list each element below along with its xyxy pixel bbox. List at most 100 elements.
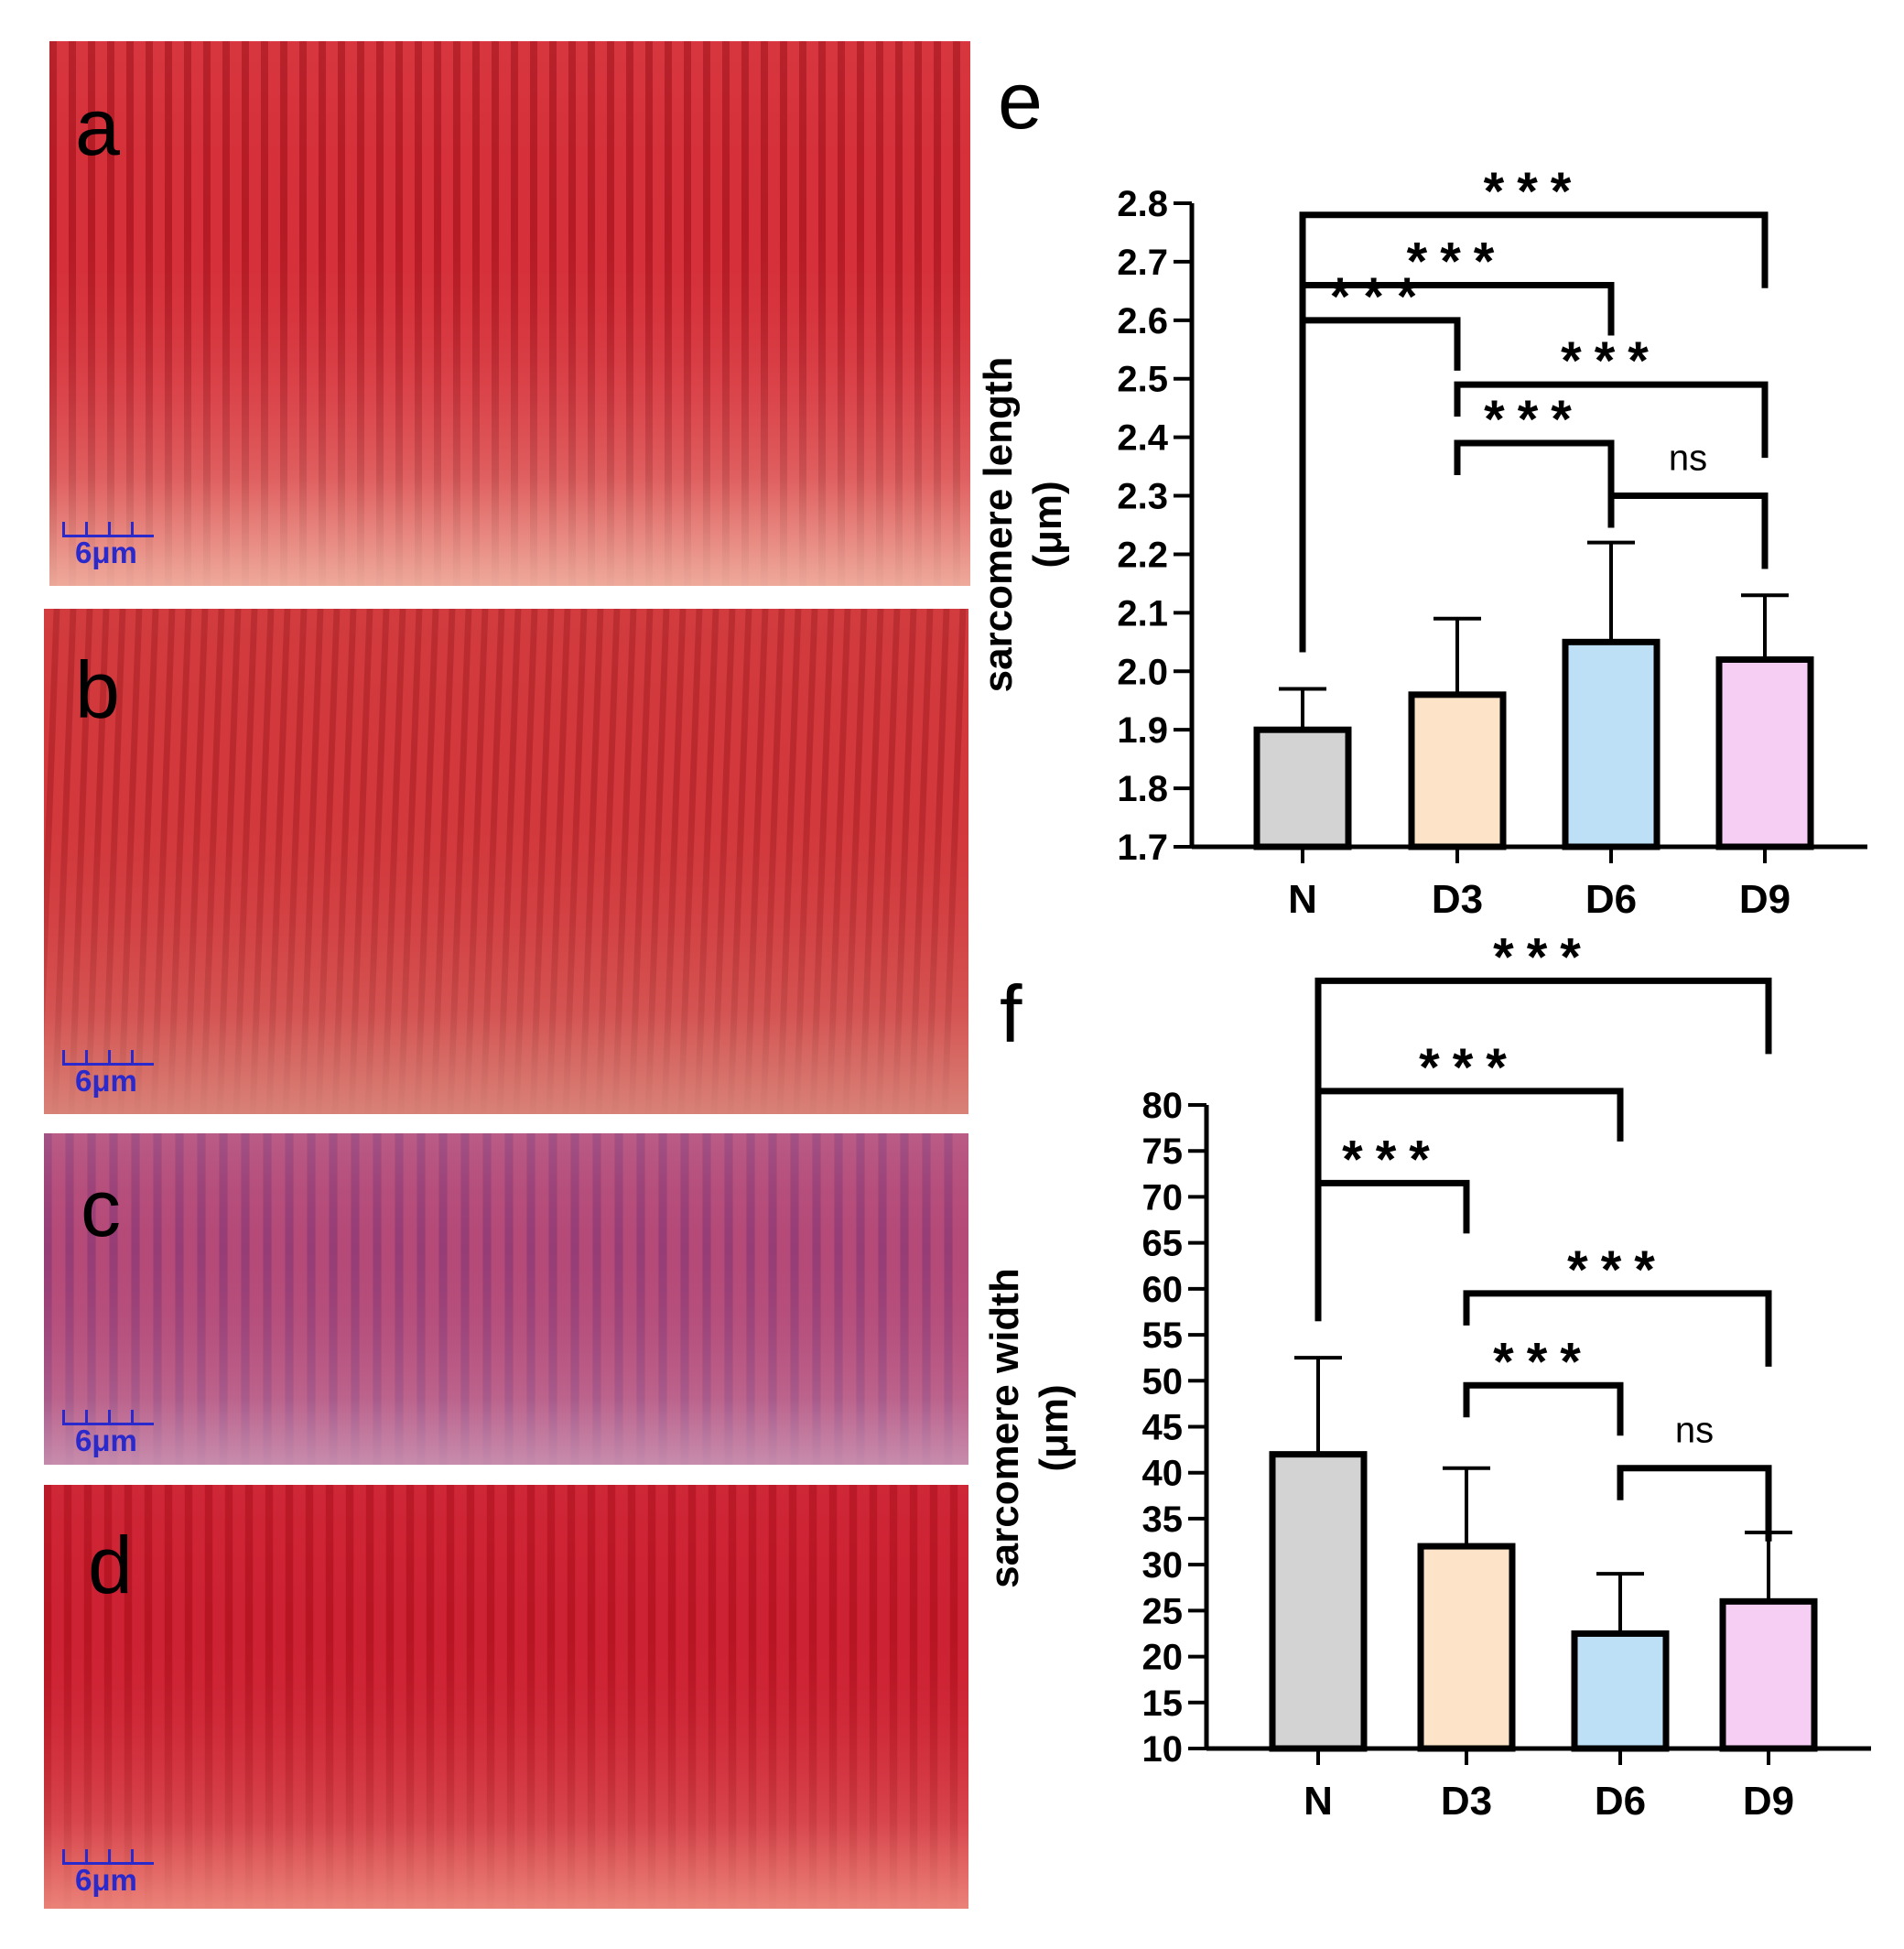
category-label-D6: D6 bbox=[1585, 877, 1637, 922]
significance-label: *** bbox=[1419, 1038, 1520, 1098]
micrograph-shading bbox=[49, 41, 970, 586]
y-axis-title: sarcomere length bbox=[976, 357, 1021, 693]
y-tick-label: 40 bbox=[1142, 1454, 1184, 1494]
panel-letter-a: a bbox=[75, 81, 120, 172]
scale-bar-ticks bbox=[62, 1849, 154, 1865]
y-tick-label: 30 bbox=[1142, 1545, 1184, 1586]
bar-D6 bbox=[1571, 1630, 1670, 1752]
micrograph-shading bbox=[44, 609, 968, 1114]
scale-bar-d: 6μm bbox=[62, 1849, 157, 1895]
bar-D3 bbox=[1417, 1543, 1516, 1752]
bar-D3 bbox=[1408, 691, 1507, 850]
y-tick-label: 20 bbox=[1142, 1638, 1184, 1678]
y-tick-label: 15 bbox=[1142, 1684, 1184, 1724]
panel-letter-e: e bbox=[998, 55, 1043, 146]
y-axis-unit: (μm) bbox=[1032, 1384, 1076, 1471]
category-label-D3: D3 bbox=[1432, 877, 1483, 922]
y-tick-label: 2.4 bbox=[1117, 418, 1168, 459]
y-tick-label: 2.1 bbox=[1117, 593, 1168, 633]
y-tick-label: 55 bbox=[1142, 1316, 1184, 1356]
significance-bracket bbox=[1314, 1179, 1470, 1322]
micrograph-d-image bbox=[44, 1485, 968, 1909]
scale-bar-label: 6μm bbox=[75, 1424, 137, 1457]
significance-label: *** bbox=[1484, 390, 1585, 449]
significance-label: ns bbox=[1675, 1411, 1714, 1451]
chart-e: e 1.7 1.8 1.9 2.0 2.1 2.2 2.3 2.4 2.5 2.6 2.7 2.8 sar… bbox=[976, 55, 1867, 922]
y-tick-label: 45 bbox=[1142, 1408, 1184, 1448]
y-tick-label: 2.5 bbox=[1117, 360, 1168, 400]
y-tick-label: 2.6 bbox=[1117, 301, 1168, 341]
significance-bracket bbox=[1454, 439, 1615, 494]
category-label-N: N bbox=[1288, 877, 1317, 922]
panel-letter-d: d bbox=[88, 1520, 133, 1610]
y-tick-label: 2.3 bbox=[1117, 477, 1168, 517]
y-tick-label: 35 bbox=[1142, 1500, 1184, 1540]
scale-bar-c: 6μm bbox=[62, 1410, 157, 1456]
y-tick-label: 1.7 bbox=[1117, 828, 1168, 868]
micrograph-c: c 6μm bbox=[44, 1133, 968, 1465]
scale-bar-b: 6μm bbox=[62, 1050, 157, 1096]
significance-label: *** bbox=[1561, 331, 1661, 391]
bar-D9 bbox=[1715, 655, 1814, 850]
y-tick-label: 1.8 bbox=[1117, 769, 1168, 809]
y-tick-label: 60 bbox=[1142, 1270, 1184, 1310]
significance-bracket bbox=[1463, 1290, 1772, 1367]
significance-label: *** bbox=[1407, 232, 1508, 291]
category-label-D6: D6 bbox=[1595, 1779, 1646, 1824]
category-label-N: N bbox=[1304, 1779, 1333, 1824]
micrograph-shading bbox=[44, 1485, 968, 1909]
scale-bar-label: 6μm bbox=[75, 536, 137, 569]
scale-bar-a: 6μm bbox=[62, 522, 157, 568]
micrograph-b-image bbox=[44, 609, 968, 1114]
bar-D6 bbox=[1562, 638, 1661, 850]
significance-label: *** bbox=[1330, 267, 1431, 327]
significance-label: *** bbox=[1493, 927, 1594, 987]
micrograph-a-image bbox=[49, 41, 970, 586]
y-tick-label: 2.0 bbox=[1117, 652, 1168, 692]
y-tick-label: 1.9 bbox=[1117, 710, 1168, 751]
y-tick-label: 75 bbox=[1142, 1132, 1184, 1172]
y-tick-label: 80 bbox=[1142, 1086, 1184, 1126]
chart-f: f 10 15 20 25 30 35 40 45 50 55 60 65 70 75 80 sarcomere… bbox=[982, 927, 1871, 1824]
bar-N bbox=[1253, 726, 1352, 850]
y-tick-label: 50 bbox=[1142, 1361, 1184, 1402]
y-tick-label: 10 bbox=[1142, 1729, 1184, 1770]
y-tick-label: 2.8 bbox=[1117, 184, 1168, 224]
y-tick-label: 65 bbox=[1142, 1224, 1184, 1264]
significance-bracket bbox=[1617, 1465, 1772, 1542]
significance-bracket bbox=[1607, 493, 1769, 569]
significance-label: *** bbox=[1342, 1130, 1443, 1189]
y-tick-label: 25 bbox=[1142, 1591, 1184, 1631]
panel-letter-f: f bbox=[1000, 969, 1022, 1059]
significance-label: *** bbox=[1567, 1240, 1668, 1300]
micrograph-b: b 6μm bbox=[44, 609, 968, 1114]
significance-bracket bbox=[1299, 317, 1461, 653]
micrograph-c-image bbox=[44, 1133, 968, 1465]
bar-N bbox=[1269, 1451, 1368, 1752]
scale-bar-ticks bbox=[62, 1050, 154, 1066]
micrograph-shading bbox=[44, 1133, 968, 1465]
y-tick-label: 2.2 bbox=[1117, 535, 1168, 575]
category-label-D3: D3 bbox=[1441, 1779, 1492, 1824]
y-tick-label: 70 bbox=[1142, 1177, 1184, 1218]
panel-letter-c: c bbox=[81, 1163, 121, 1253]
category-label-D9: D9 bbox=[1743, 1779, 1794, 1824]
y-tick-label: 2.7 bbox=[1117, 243, 1168, 283]
scale-bar-ticks bbox=[62, 522, 154, 537]
scale-bar-label: 6μm bbox=[75, 1863, 137, 1897]
significance-bracket bbox=[1463, 1381, 1624, 1436]
scale-bar-label: 6μm bbox=[75, 1064, 137, 1098]
scale-bar-ticks bbox=[62, 1410, 154, 1425]
bar-D9 bbox=[1719, 1597, 1818, 1752]
significance-label: *** bbox=[1493, 1332, 1594, 1391]
category-label-D9: D9 bbox=[1739, 877, 1790, 922]
panel-letter-b: b bbox=[75, 644, 120, 735]
y-axis-title: sarcomere width bbox=[982, 1268, 1027, 1588]
significance-label: ns bbox=[1669, 439, 1707, 479]
significance-bracket bbox=[1454, 381, 1769, 459]
micrograph-d: d 6μm bbox=[44, 1485, 968, 1909]
significance-label: *** bbox=[1484, 162, 1585, 222]
micrograph-a: a 6μm bbox=[49, 41, 970, 586]
y-axis-unit: (μm) bbox=[1025, 481, 1070, 568]
